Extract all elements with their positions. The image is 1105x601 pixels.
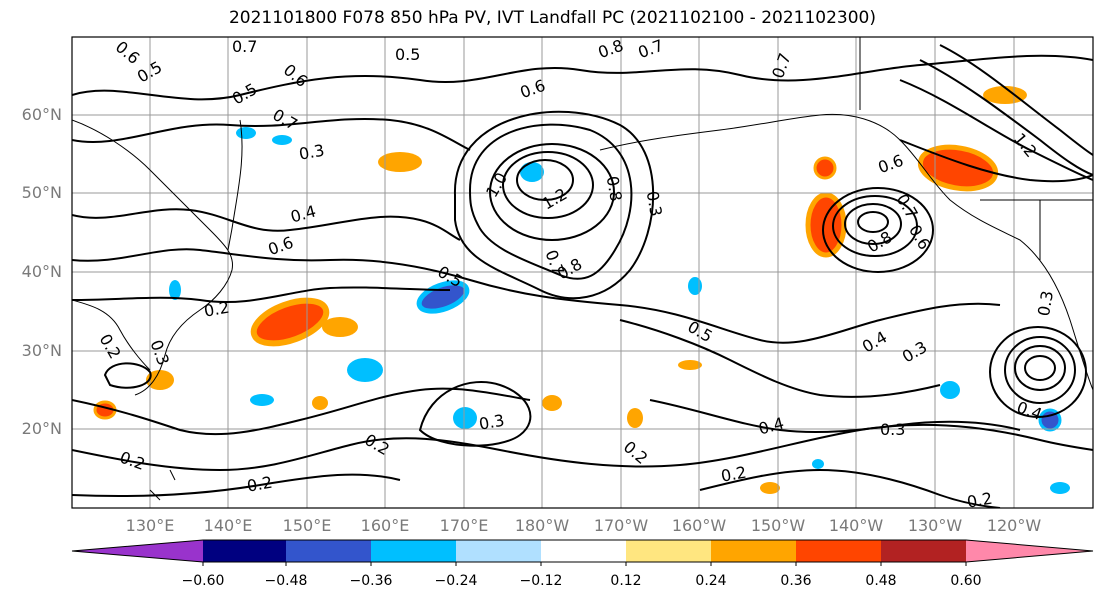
lon-label-140w: 140°W — [828, 516, 884, 535]
contour-label: 0.2 — [203, 298, 231, 321]
anomaly-shading — [93, 86, 1070, 494]
lon-label-130e: 130°E — [125, 516, 175, 535]
contour-label: 1.2 — [539, 184, 571, 213]
contour-label: 0.7 — [635, 36, 665, 63]
contour-label: 0.2 — [96, 331, 125, 363]
colorbar-cell — [286, 540, 371, 562]
contour-label: 0.2 — [966, 489, 994, 512]
colorbar-cell — [626, 540, 711, 562]
pv-contours — [72, 44, 1093, 508]
lon-label-120w: 120°W — [986, 516, 1042, 535]
colorbar-tick-label: 0.48 — [865, 573, 897, 589]
contour-label: 0.2 — [361, 430, 393, 459]
contour-label: 0.7 — [893, 191, 922, 223]
contour-label: 0.6 — [905, 221, 934, 253]
colorbar-cell — [456, 540, 541, 562]
contour-label: 0.6 — [875, 151, 905, 178]
colorbar-cell — [711, 540, 796, 562]
contour-label: 0.2 — [117, 447, 147, 474]
lat-label-20n: 20°N — [21, 419, 62, 438]
lat-label-50n: 50°N — [21, 183, 62, 202]
contour-label: 0.6 — [265, 233, 295, 260]
lon-label-140e: 140°E — [203, 516, 253, 535]
lat-label-40n: 40°N — [21, 262, 62, 281]
lon-label-170w: 170°W — [593, 516, 649, 535]
coastlines — [72, 37, 1093, 501]
colorbar-extend-low — [72, 540, 203, 562]
colorbar-tick-label: −0.12 — [519, 573, 563, 589]
lon-label-150e: 150°E — [282, 516, 332, 535]
colorbar-tick-label: 0.12 — [610, 573, 642, 589]
colorbar — [71, 539, 1094, 566]
contour-label: 0.5 — [395, 45, 420, 64]
map-title: 2021101800 F078 850 hPa PV, IVT Landfall… — [228, 8, 876, 28]
contour-label: 0.7 — [768, 50, 795, 80]
colorbar-tick-label: −0.24 — [434, 573, 478, 589]
colorbar-tick-label: 0.36 — [780, 573, 812, 589]
colorbar-cell — [796, 540, 881, 562]
colorbar-cell — [203, 540, 286, 562]
contour-label: 0.5 — [134, 57, 166, 86]
lat-label-60n: 60°N — [21, 105, 62, 124]
colorbar-extend-high — [966, 540, 1093, 562]
contour-label: 0.8 — [603, 175, 626, 203]
colorbar-tick-label: 0.24 — [695, 573, 727, 589]
contour-label: 0.3 — [298, 141, 326, 164]
lon-label-150w: 150°W — [750, 516, 806, 535]
lon-label-130w: 130°W — [907, 516, 963, 535]
colorbar-tick-label: −0.48 — [264, 573, 308, 589]
contour-label: 0.5 — [229, 79, 261, 108]
contour-label: 0.7 — [269, 105, 301, 134]
graticule — [72, 37, 1093, 508]
contour-label: 0.3 — [643, 190, 666, 218]
lon-label-160e: 160°E — [360, 516, 410, 535]
colorbar-cell — [371, 540, 456, 562]
contour-label: 0.4 — [756, 414, 786, 439]
contour-label: 0.3 — [478, 411, 506, 434]
lon-label-180w: 180°W — [514, 516, 570, 535]
contour-label: 0.2 — [620, 437, 652, 468]
contour-label: 0.3 — [899, 337, 931, 366]
contour-label: 0.4 — [859, 327, 891, 356]
contour-label: 0.3 — [880, 420, 905, 439]
contour-label: 0.2 — [246, 473, 274, 496]
contour-label: 0.6 — [517, 76, 547, 103]
lat-label-30n: 30°N — [21, 341, 62, 360]
colorbar-tick-label: −0.60 — [181, 573, 225, 589]
lon-label-160w: 160°W — [671, 516, 727, 535]
contour-label: 1.0 — [482, 169, 511, 201]
contour-label: 0.6 — [112, 37, 144, 68]
contour-label: 0.4 — [288, 202, 318, 227]
colorbar-tick-label: 0.60 — [950, 573, 982, 589]
contour-label: 0.3 — [1034, 289, 1057, 317]
contour-labels: 0.6 0.5 0.7 0.5 0.8 0.7 0.6 0.7 0.5 0.6 … — [96, 36, 1058, 512]
colorbar-cell — [541, 540, 626, 562]
contour-label: 0.7 — [232, 37, 257, 56]
map-frame — [71, 36, 1094, 509]
lon-label-170e: 170°E — [439, 516, 489, 535]
contour-label: 0.2 — [720, 463, 748, 486]
colorbar-tick-label: −0.36 — [349, 573, 393, 589]
colorbar-cell — [881, 540, 966, 562]
